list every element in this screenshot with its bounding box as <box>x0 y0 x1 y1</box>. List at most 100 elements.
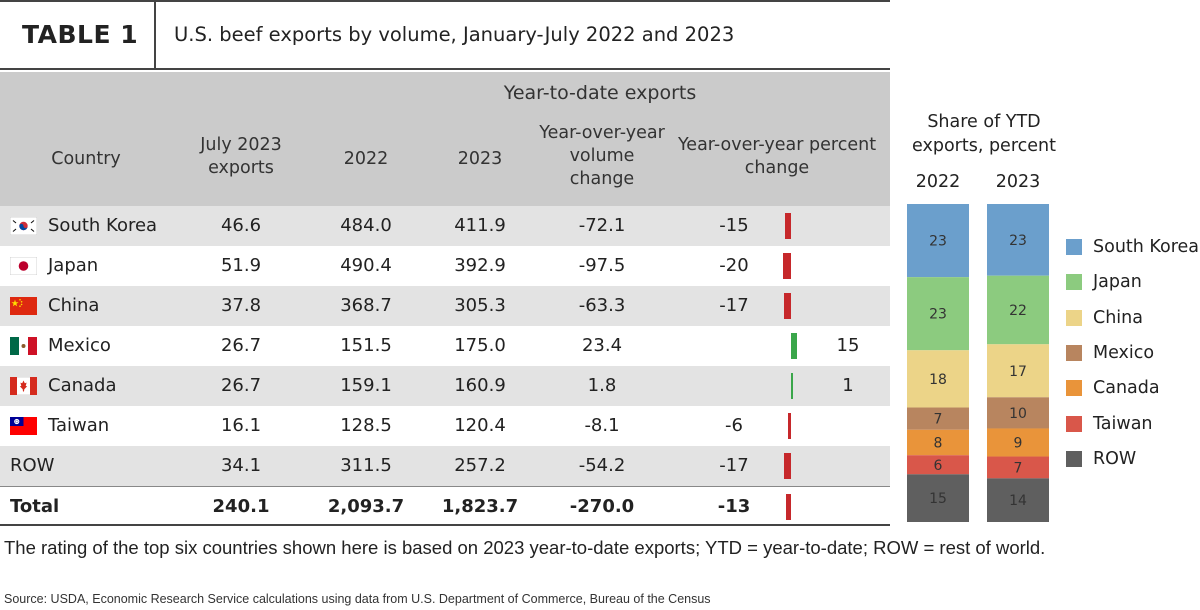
july-value: 37.8 <box>220 295 262 316</box>
ytd-2022-value: 311.5 <box>340 455 392 476</box>
legend-label: Taiwan <box>1093 413 1153 434</box>
ytd-2023-value: 175.0 <box>454 335 506 356</box>
country-name: South Korea <box>48 215 158 236</box>
percent-change-value: -13 <box>717 496 751 517</box>
country-name: China <box>48 295 100 316</box>
volume-change-value: -54.2 <box>578 455 626 476</box>
col-volume-change: Year-over-year volume change <box>539 123 665 189</box>
july-value: 46.6 <box>220 215 262 236</box>
stacked-share-chart: 23 23 18 7 8 6 15 23 22 17 10 9 7 14 <box>907 204 1049 522</box>
share-value-label: 22 <box>1009 303 1027 319</box>
ytd-2022-value: 484.0 <box>340 215 392 236</box>
july-value: 26.7 <box>220 335 262 356</box>
country-name: Mexico <box>48 335 111 356</box>
share-chart-panel: Share of YTD exports, percent 2022 2023 … <box>900 110 1200 530</box>
share-value-label: 18 <box>929 372 947 388</box>
share-segment-row-2023 <box>987 478 1049 522</box>
percent-change-value: 15 <box>836 335 860 356</box>
percent-change-bar <box>791 333 798 359</box>
ytd-2023-value: 160.9 <box>454 375 506 396</box>
volume-change-value: -72.1 <box>578 215 626 236</box>
volume-change-value: 23.4 <box>581 335 623 356</box>
legend-label: Mexico <box>1093 342 1155 363</box>
percent-change-bar <box>783 453 791 479</box>
volume-change-value: -97.5 <box>578 255 626 276</box>
percent-change-value: 1 <box>842 375 854 396</box>
share-value-label: 7 <box>934 412 943 428</box>
country-name: Taiwan <box>48 415 110 436</box>
table-row: China 37.8 368.7 305.3 -63.3 -17 <box>0 286 890 326</box>
share-segment-china-2022 <box>907 350 969 408</box>
col-july-2023: July 2023 exports <box>200 135 282 178</box>
july-value: 16.1 <box>220 415 262 436</box>
table-tag: TABLE 1 <box>0 2 156 68</box>
ytd-2023-value: 257.2 <box>454 455 506 476</box>
ytd-2022-value: 2,093.7 <box>327 496 405 517</box>
legend-label: Japan <box>1093 272 1142 293</box>
legend-label: ROW <box>1093 448 1137 469</box>
volume-change-value: -8.1 <box>584 415 620 436</box>
ytd-2023-value: 305.3 <box>454 295 506 316</box>
col-percent-change: Year-over-year percent change <box>677 135 877 178</box>
south-korea-flag-icon <box>10 217 37 235</box>
share-value-label: 10 <box>1009 406 1027 422</box>
percent-change-bar <box>782 253 791 279</box>
table-row: Japan 51.9 490.4 392.9 -97.5 -20 <box>0 246 890 286</box>
legend-label: South Korea <box>1093 237 1200 257</box>
share-segment-china-2023 <box>987 344 1049 398</box>
china-flag-icon <box>10 297 37 315</box>
ytd-2023-value: 120.4 <box>454 415 506 436</box>
table-row: Mexico 26.7 151.5 175.0 23.4 15 <box>0 326 890 366</box>
table-title: U.S. beef exports by volume, January-Jul… <box>174 23 735 46</box>
share-segment-south-korea-2023 <box>987 204 1049 276</box>
volume-change-value: 1.8 <box>587 375 617 396</box>
share-value-label: 14 <box>1009 493 1027 509</box>
share-value-label: 15 <box>929 491 947 507</box>
country-name: Japan <box>48 255 99 276</box>
table-row: Canada 26.7 159.1 160.9 1.8 1 <box>0 366 890 406</box>
percent-change-value: -20 <box>719 255 749 276</box>
share-segment-south-korea-2022 <box>907 204 969 278</box>
taiwan-flag-icon <box>10 417 37 435</box>
table-note: The rating of the top six countries show… <box>4 537 1046 558</box>
table-row: ROW 34.1 311.5 257.2 -54.2 -17 <box>0 446 890 486</box>
ytd-2023-value: 1,823.7 <box>441 496 519 517</box>
ytd-group-header: Year-to-date exports <box>503 82 697 104</box>
percent-change-bar <box>791 373 793 399</box>
table-column-headers: Year-to-date exports Country July 2023 e… <box>0 72 890 206</box>
col-2023: 2023 <box>457 149 503 169</box>
ytd-2022-value: 151.5 <box>340 335 392 356</box>
july-value: 51.9 <box>220 255 262 276</box>
ytd-2022-value: 368.7 <box>340 295 392 316</box>
legend-swatch <box>1066 450 1082 467</box>
july-value: 34.1 <box>220 455 262 476</box>
col-2022: 2022 <box>343 149 389 169</box>
share-year-label-2022: 2022 <box>915 172 961 192</box>
legend-label: Canada <box>1093 378 1160 399</box>
ytd-2022-value: 159.1 <box>340 375 392 396</box>
percent-change-value: -17 <box>719 295 749 316</box>
ytd-2023-value: 411.9 <box>454 215 506 236</box>
volume-change-value: -63.3 <box>578 295 626 316</box>
country-name: ROW <box>10 455 55 476</box>
share-value-label: 9 <box>1014 436 1023 452</box>
share-value-label: 6 <box>934 458 943 474</box>
table-row: South Korea 46.6 484.0 411.9 -72.1 -15 <box>0 206 890 246</box>
july-value: 26.7 <box>220 375 262 396</box>
total-label: Total <box>10 496 60 517</box>
col-country: Country <box>51 149 121 169</box>
share-value-label: 23 <box>1009 233 1027 249</box>
share-segment-taiwan-2023 <box>987 456 1049 479</box>
legend-swatch <box>1066 309 1082 326</box>
canada-flag-icon <box>10 377 37 395</box>
share-segment-canada-2022 <box>907 429 969 456</box>
share-value-label: 7 <box>1014 460 1023 476</box>
legend-label: China <box>1093 307 1143 328</box>
share-segment-mexico-2023 <box>987 397 1049 429</box>
share-value-label: 23 <box>929 307 947 323</box>
percent-change-value: -6 <box>725 415 743 436</box>
ytd-2022-value: 490.4 <box>340 255 392 276</box>
data-table: Year-to-date exports Country July 2023 e… <box>0 72 890 526</box>
share-chart-title: Share of YTD exports, percent <box>912 112 1056 156</box>
country-name: Canada <box>48 375 117 396</box>
